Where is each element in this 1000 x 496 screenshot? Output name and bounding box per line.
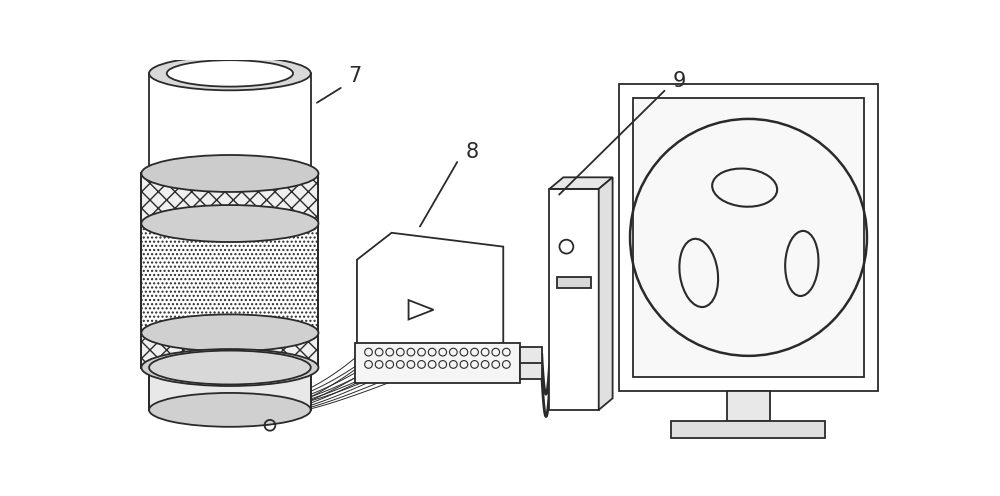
Bar xyxy=(633,98,864,377)
Ellipse shape xyxy=(167,160,293,186)
Bar xyxy=(355,343,520,383)
Bar xyxy=(623,442,874,485)
Bar xyxy=(520,347,542,379)
Ellipse shape xyxy=(149,57,311,90)
Ellipse shape xyxy=(141,314,318,351)
Bar xyxy=(549,189,599,410)
Bar xyxy=(149,368,311,410)
Ellipse shape xyxy=(149,351,311,384)
Ellipse shape xyxy=(141,349,318,386)
Polygon shape xyxy=(357,233,503,344)
Bar xyxy=(141,224,318,333)
Bar xyxy=(619,84,878,391)
Bar xyxy=(141,174,318,224)
Ellipse shape xyxy=(149,393,311,427)
Bar xyxy=(671,422,825,438)
Text: 8: 8 xyxy=(465,142,478,162)
Text: 7: 7 xyxy=(348,66,361,86)
Ellipse shape xyxy=(141,205,318,242)
Bar xyxy=(141,174,318,224)
Bar xyxy=(727,391,770,422)
Bar xyxy=(141,224,318,333)
Ellipse shape xyxy=(141,155,318,192)
Polygon shape xyxy=(549,178,613,189)
Polygon shape xyxy=(599,178,613,410)
Ellipse shape xyxy=(167,60,293,87)
Bar xyxy=(141,333,318,368)
Bar xyxy=(557,277,591,288)
Text: 9: 9 xyxy=(673,71,686,91)
Bar xyxy=(141,333,318,368)
Ellipse shape xyxy=(149,157,311,190)
